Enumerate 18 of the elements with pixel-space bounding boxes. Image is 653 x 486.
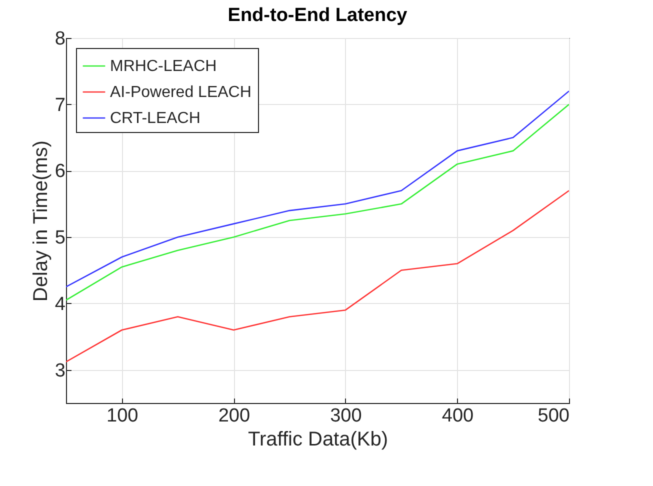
y-tick-label: 4 — [54, 294, 66, 315]
y-tick-label: 6 — [54, 161, 66, 182]
y-tick-label: 8 — [54, 28, 66, 50]
line-series — [66, 190, 569, 363]
x-tick-label: 200 — [218, 406, 250, 426]
chart-title: End-to-End Latency — [228, 5, 408, 26]
legend-label: MRHC-LEACH — [110, 58, 217, 75]
x-axis-title: Traffic Data(Kb) — [248, 428, 388, 450]
y-tick-label: 7 — [54, 94, 66, 116]
y-axis-title: Delay in Time(ms) — [30, 140, 52, 302]
y-tick-label: 3 — [54, 360, 66, 382]
x-tick-label: 400 — [442, 406, 474, 426]
x-tick-label: 100 — [106, 406, 138, 426]
x-tick-label: 500 — [538, 406, 570, 426]
legend-label: AI-Powered LEACH — [110, 84, 252, 101]
x-tick-label: 300 — [330, 406, 362, 426]
y-tick-label: 5 — [54, 228, 66, 249]
legend-label: CRT-LEACH — [110, 110, 200, 127]
